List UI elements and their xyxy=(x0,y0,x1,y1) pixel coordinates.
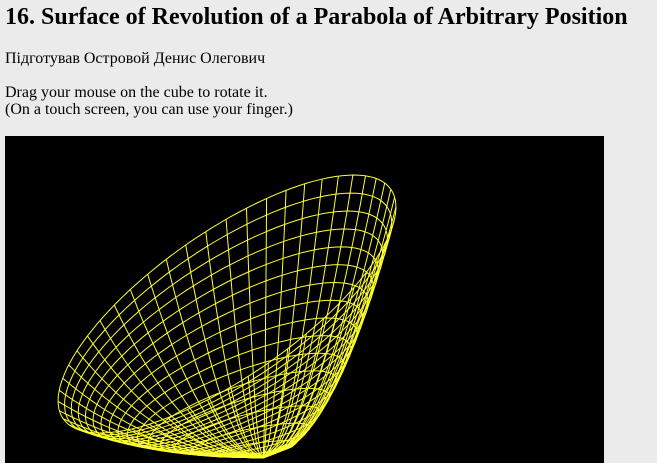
parallel-line xyxy=(136,352,345,451)
meridian-line xyxy=(262,189,392,459)
meridian-line xyxy=(262,206,397,459)
page-title: 16. Surface of Revolution of a Parabola … xyxy=(5,4,628,30)
surface-wireframe[interactable] xyxy=(5,136,604,463)
parallel-line xyxy=(64,192,393,436)
parallel-line xyxy=(211,440,297,458)
parallel-line xyxy=(100,281,369,445)
instructions-text: Drag your mouse on the cube to rotate it… xyxy=(5,84,293,118)
parallel-line xyxy=(70,210,388,438)
parallel-line xyxy=(147,370,338,453)
parallel-line xyxy=(108,299,364,446)
instruction-line-drag: Drag your mouse on the cube to rotate it… xyxy=(5,84,268,101)
surface-3d-canvas[interactable] xyxy=(5,136,604,463)
parallel-line xyxy=(77,228,384,440)
meridian-line xyxy=(262,197,396,459)
instruction-line-touch: (On a touch screen, you can use your fin… xyxy=(5,101,293,118)
rim-line xyxy=(57,174,397,434)
author-credit: Підготував Островой Денис Олегович xyxy=(5,50,266,67)
parallel-line xyxy=(92,264,374,443)
parallel-line xyxy=(84,246,379,441)
